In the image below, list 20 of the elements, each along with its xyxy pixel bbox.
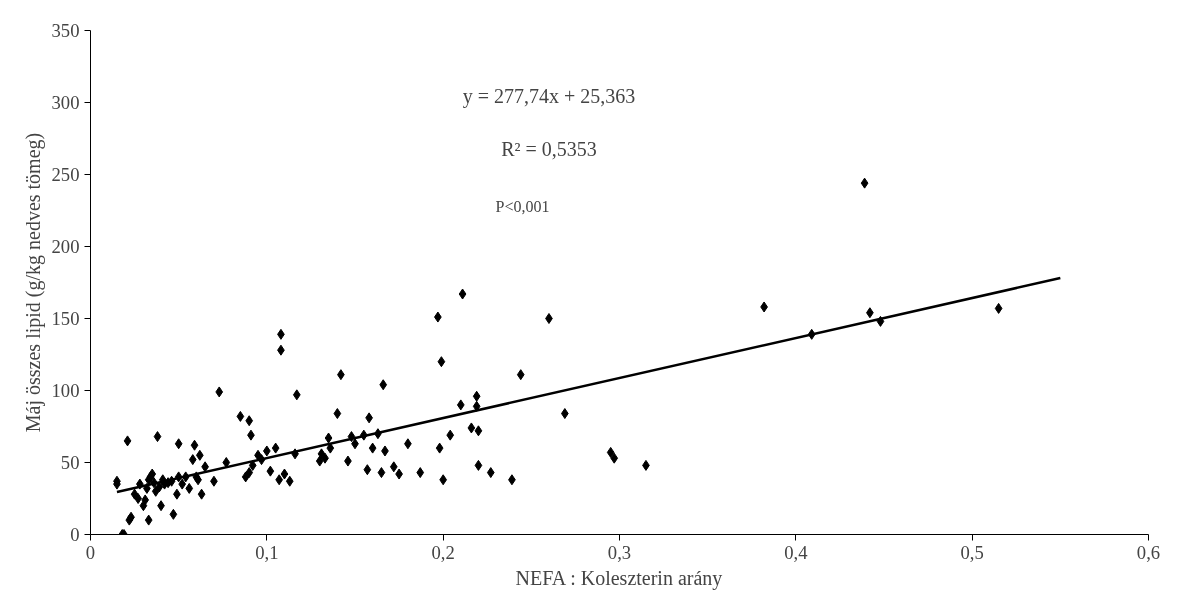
y-tick-label: 350 xyxy=(51,20,80,41)
x-axis-title: NEFA : Koleszterin arány xyxy=(515,566,723,590)
x-tick-label: 0,4 xyxy=(784,541,809,563)
x-tick-label: 0,2 xyxy=(431,541,455,563)
y-tick-label: 200 xyxy=(51,236,80,257)
y-tick-label: 250 xyxy=(51,164,80,185)
y-tick-label: 0 xyxy=(70,524,80,545)
annotation: y = 277,74x + 25,363 xyxy=(462,84,636,108)
x-tick-label: 0,3 xyxy=(607,541,632,563)
x-tick-label: 0,1 xyxy=(255,541,279,563)
annotation: R² = 0,5353 xyxy=(501,138,597,161)
annotation: P<0,001 xyxy=(495,197,550,215)
y-tick-label: 100 xyxy=(51,380,80,401)
x-tick-label: 0 xyxy=(85,541,96,563)
y-axis-title: Máj összes lipid (g/kg nedves tömeg) xyxy=(21,132,45,433)
x-tick-label: 0,5 xyxy=(960,541,984,563)
y-tick-label: 150 xyxy=(51,308,80,329)
y-tick-label: 300 xyxy=(51,92,80,113)
x-tick-label: 0,6 xyxy=(1136,541,1161,563)
y-tick-label: 50 xyxy=(60,452,80,473)
